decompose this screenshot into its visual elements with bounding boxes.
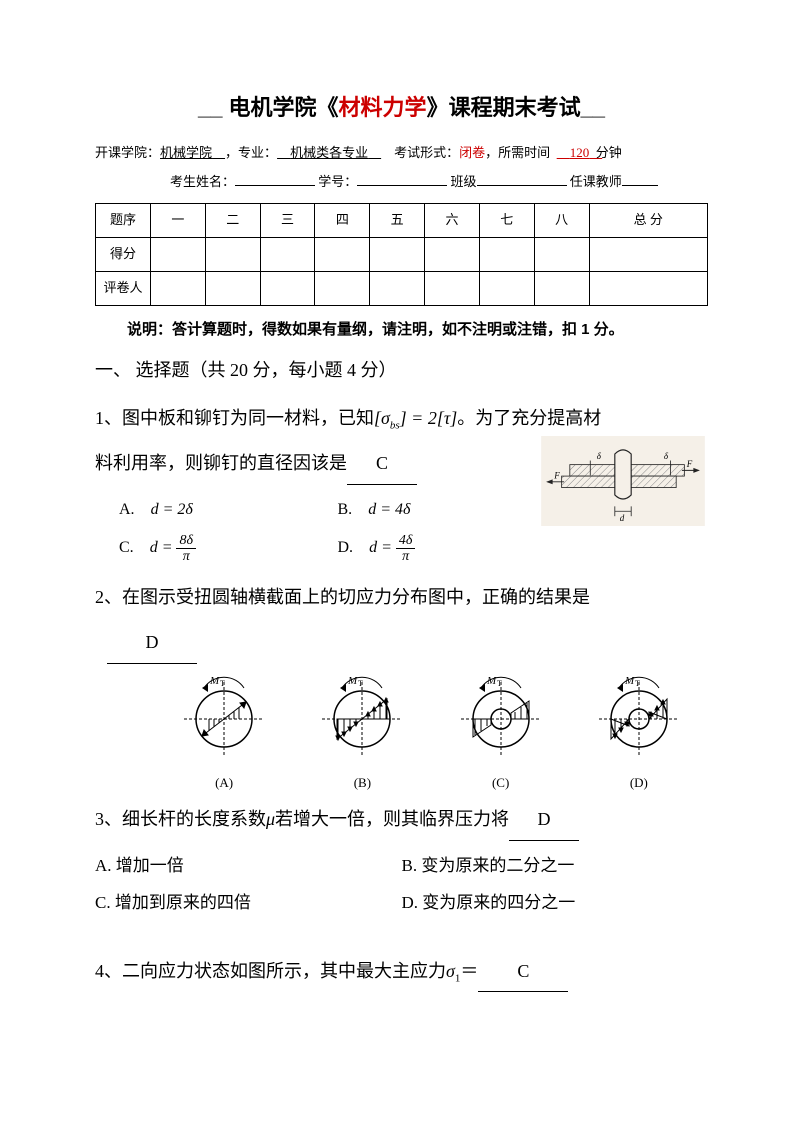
diagram-b: MT (B) bbox=[312, 674, 412, 794]
svg-text:F: F bbox=[686, 459, 693, 469]
q3-opt-c: C. 增加到原来的四倍 bbox=[95, 884, 402, 921]
diagram-label: (D) bbox=[589, 773, 689, 794]
cell: 三 bbox=[260, 203, 315, 237]
label-min: 分钟 bbox=[596, 145, 622, 160]
q4-sym: σ bbox=[446, 961, 455, 981]
q4-eq: ＝ bbox=[460, 961, 478, 981]
cell: 八 bbox=[534, 203, 589, 237]
section-heading: 一、 选择题（共 20 分，每小题 4 分） bbox=[95, 356, 708, 385]
q3-opt-d: D. 变为原来的四分之一 bbox=[402, 884, 709, 921]
cell: 五 bbox=[370, 203, 425, 237]
label-time: ，所需时间 bbox=[485, 145, 550, 160]
q1-opt-b: B. d = 4δ bbox=[314, 491, 533, 529]
q1-text2: 料利用率，则铆钉的直径因该是C bbox=[95, 444, 532, 485]
q4-a: 4、二向应力状态如图所示，其中最大主应力 bbox=[95, 961, 446, 981]
label-id: 学号： bbox=[318, 174, 357, 189]
torsion-diagram-c-icon: MT bbox=[451, 674, 551, 759]
q3-sym: μ bbox=[266, 809, 275, 829]
value-time: 120 bbox=[550, 143, 596, 164]
torsion-diagram-d-icon: MT bbox=[589, 674, 689, 759]
diagram-d: MT (D) bbox=[589, 674, 689, 794]
label-class: 班级 bbox=[451, 174, 477, 189]
table-row: 题序 一 二 三 四 五 六 七 八 总 分 bbox=[96, 203, 708, 237]
diagram-label: (A) bbox=[174, 773, 274, 794]
q3-b: 若增大一倍，则其临界压力将 bbox=[275, 809, 509, 829]
cell: 四 bbox=[315, 203, 370, 237]
meta-info-line2: 考生姓名： 学号： 班级 任课教师 bbox=[95, 172, 708, 193]
q3-opt-a: A. 增加一倍 bbox=[95, 847, 402, 884]
cell: 评卷人 bbox=[96, 271, 151, 305]
q2-text: 2、在图示受扭圆轴横截面上的切应力分布图中，正确的结果是 bbox=[95, 578, 708, 618]
title-course: 材料力学 bbox=[339, 95, 427, 120]
diagram-label: (B) bbox=[312, 773, 412, 794]
q1-text: 1、图中板和铆钉为同一材料，已知[σbs] = 2[τ]。为了充分提高材 bbox=[95, 399, 708, 439]
diagram-c: MT (C) bbox=[451, 674, 551, 794]
q1-a: 1、图中板和铆钉为同一材料，已知 bbox=[95, 408, 374, 428]
title-suffix: 》课程期末考试__ bbox=[427, 95, 605, 120]
q2-answer-line: D bbox=[95, 623, 708, 664]
cell: 二 bbox=[205, 203, 260, 237]
exam-title: __ 电机学院《材料力学》课程期末考试__ bbox=[95, 90, 708, 125]
cell: 六 bbox=[425, 203, 480, 237]
value-dept: 机械学院 bbox=[160, 143, 225, 164]
instruction-note: 说明：答计算题时，得数如果有量纲，请注明，如不注明或注错，扣 1 分。 bbox=[95, 318, 708, 342]
q3-answer: D bbox=[509, 800, 579, 841]
q3-opt-b: B. 变为原来的二分之一 bbox=[402, 847, 709, 884]
label-dept: 开课学院： bbox=[95, 145, 160, 160]
blank-name bbox=[235, 185, 315, 186]
q2-diagrams: MT (A) MT bbox=[155, 674, 708, 794]
q1-answer: C bbox=[347, 444, 417, 485]
blank-teacher bbox=[622, 185, 658, 186]
q2-answer: D bbox=[107, 623, 197, 664]
meta-info-line1: 开课学院：机械学院 ，专业： 机械类各专业 考试形式：闭卷，所需时间 120 分… bbox=[95, 143, 708, 164]
diagram-a: MT (A) bbox=[174, 674, 274, 794]
cell: 七 bbox=[479, 203, 534, 237]
label-form: 考试形式： bbox=[394, 145, 459, 160]
q3-text: 3、细长杆的长度系数μ若增大一倍，则其临界压力将D bbox=[95, 800, 708, 841]
cell: 题序 bbox=[96, 203, 151, 237]
q1-opt-d: D. d = 4δπ bbox=[314, 529, 533, 567]
value-major: 机械类各专业 bbox=[277, 143, 381, 164]
q1-opt-c: C. d = 8δπ bbox=[95, 529, 314, 567]
q3-options: A. 增加一倍 B. 变为原来的二分之一 C. 增加到原来的四倍 D. 变为原来… bbox=[95, 847, 708, 922]
torsion-diagram-b-icon: MT bbox=[312, 674, 412, 759]
cell: 得分 bbox=[96, 237, 151, 271]
diagram-label: (C) bbox=[451, 773, 551, 794]
score-table: 题序 一 二 三 四 五 六 七 八 总 分 得分 评卷人 bbox=[95, 203, 708, 306]
value-form: 闭卷 bbox=[459, 145, 485, 160]
q1-opt-a: A. d = 2δ bbox=[95, 491, 314, 529]
q3-a: 3、细长杆的长度系数 bbox=[95, 809, 266, 829]
blank-id bbox=[357, 185, 447, 186]
label-name: 考生姓名： bbox=[170, 174, 235, 189]
svg-text:F: F bbox=[553, 471, 560, 481]
q1-b: 。为了充分提高材 bbox=[457, 408, 601, 428]
q1-c: 料利用率，则铆钉的直径因该是 bbox=[95, 453, 347, 473]
label-major: ，专业： bbox=[225, 145, 277, 160]
svg-text:d: d bbox=[620, 513, 625, 523]
title-prefix: __ 电机学院《 bbox=[198, 95, 339, 120]
cell: 总 分 bbox=[589, 203, 708, 237]
blank-class bbox=[477, 185, 567, 186]
q4-answer: C bbox=[478, 952, 568, 993]
table-row: 得分 bbox=[96, 237, 708, 271]
torsion-diagram-a-icon: MT bbox=[174, 674, 274, 759]
rivet-diagram-icon: F F δ δ d bbox=[538, 436, 708, 526]
q4-text: 4、二向应力状态如图所示，其中最大主应力σ1＝C bbox=[95, 952, 708, 993]
label-teacher: 任课教师 bbox=[570, 174, 622, 189]
table-row: 评卷人 bbox=[96, 271, 708, 305]
q1-options: A. d = 2δ B. d = 4δ C. d = 8δπ D. d = 4δ… bbox=[95, 491, 532, 568]
cell: 一 bbox=[151, 203, 206, 237]
